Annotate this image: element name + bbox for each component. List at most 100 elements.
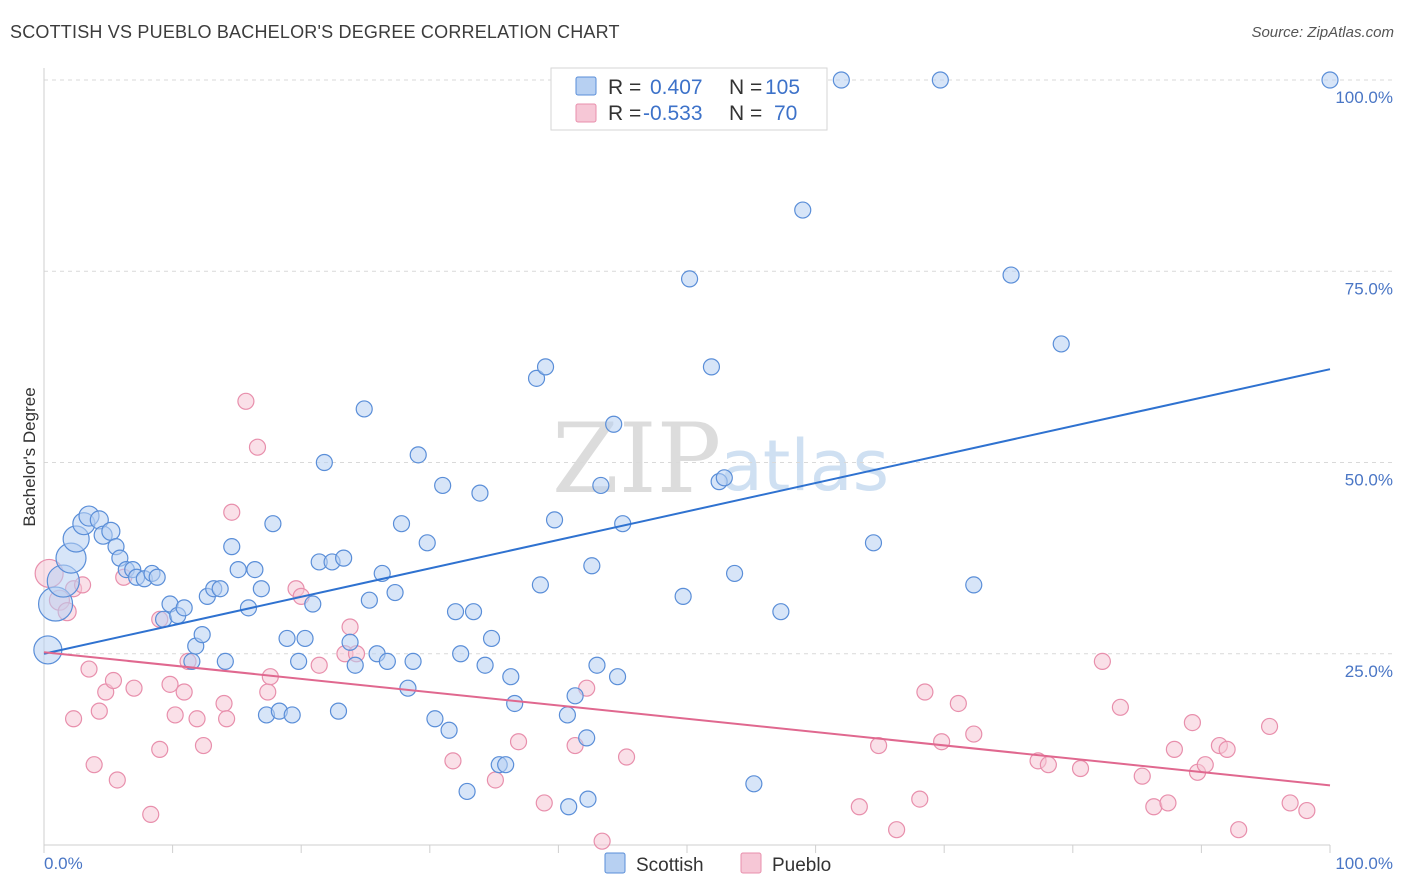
pueblo-point-61 (1183, 713, 1201, 732)
pueblo-point-17 (161, 675, 179, 693)
scottish-point-71 (497, 756, 515, 774)
scottish-point-83 (583, 557, 601, 575)
scottish-point-49 (355, 400, 373, 418)
pueblo-point-8 (90, 702, 108, 720)
scottish-point-55 (392, 515, 411, 533)
scottish-point-30 (229, 560, 247, 579)
pueblo-point-69 (1298, 801, 1316, 820)
scottish-point-96 (772, 603, 790, 621)
pueblo-point-13 (125, 679, 143, 697)
scottish-point-38 (283, 706, 301, 724)
y-tick-label-100: 100.0% (1335, 88, 1393, 107)
scottish-point-61 (434, 476, 452, 495)
pueblo-point-26 (237, 392, 255, 410)
pueblo-point-28 (259, 683, 277, 701)
y-tick-label-50: 50.0% (1345, 471, 1393, 490)
pueblo-point-6 (80, 660, 98, 678)
scottish-points (33, 71, 1339, 816)
bottom-legend-label-scottish[interactable]: Scottish (636, 855, 704, 876)
legend-r-value-scottish: 0.407 (650, 76, 703, 99)
scottish-point-69 (482, 629, 501, 648)
pueblo-point-47 (911, 790, 929, 808)
scottish-point-79 (560, 798, 578, 816)
legend-r-label-scottish: R = (608, 76, 647, 99)
legend-r-label-pueblo: R = (608, 102, 647, 125)
pueblo-point-14 (142, 805, 160, 824)
scottish-point-66 (464, 603, 483, 621)
scottish-point-95 (745, 775, 763, 793)
scottish-point-98 (832, 71, 850, 89)
pueblo-point-49 (933, 733, 951, 751)
pueblo-point-68 (1281, 794, 1299, 812)
scottish-point-90 (680, 270, 699, 288)
scottish-point-103 (1052, 335, 1070, 353)
pueblo-point-58 (1145, 798, 1163, 816)
pueblo-point-32 (310, 656, 328, 674)
pueblo-point-50 (949, 694, 967, 713)
scottish-point-32 (246, 560, 264, 579)
scottish-point-100 (931, 71, 949, 89)
pueblo-point-37 (486, 771, 504, 789)
scottish-point-21 (175, 599, 193, 617)
x-tick-label-max: 100.0% (1335, 854, 1393, 873)
scottish-point-41 (304, 595, 322, 613)
legend-swatch-scottish (575, 76, 597, 96)
correlation-legend: R = 0.407 N = 105 R = -0.533 N = 70 (550, 67, 828, 131)
pueblo-point-34 (341, 618, 359, 636)
pueblo-point-10 (104, 671, 123, 690)
scottish-point-86 (605, 415, 623, 433)
scottish-point-63 (446, 603, 465, 621)
scottish-point-94 (725, 564, 744, 583)
scottish-point-58 (409, 446, 427, 464)
pueblo-point-48 (916, 683, 934, 701)
pueblo-point-24 (218, 710, 236, 728)
scottish-point-33 (252, 580, 270, 598)
scottish-point-81 (578, 729, 596, 747)
scottish-point-87 (608, 668, 627, 686)
watermark-atlas: atlas (720, 425, 889, 507)
bottom-legend-swatch-pueblo[interactable] (740, 852, 762, 874)
pueblo-point-54 (1071, 759, 1090, 778)
legend-n-value-pueblo: 70 (774, 102, 797, 125)
scottish-point-28 (216, 652, 234, 671)
pueblo-point-38 (509, 733, 528, 751)
pueblo-point-46 (888, 821, 906, 839)
pueblo-point-25 (223, 503, 241, 521)
scottish-point-27 (211, 580, 229, 598)
pueblo-point-19 (175, 683, 193, 701)
scottish-point-101 (965, 576, 983, 594)
pueblo-point-36 (444, 752, 462, 770)
legend-box (550, 67, 828, 131)
pueblo-point-51 (965, 725, 983, 743)
y-tick-labels: 25.0% 50.0% 75.0% 100.0% (1335, 88, 1393, 681)
scottish-point-29 (223, 538, 241, 556)
scottish-point-80 (566, 687, 584, 705)
legend-row-scottish: R = 0.407 N = 105 (608, 76, 800, 99)
x-tick-label-min: 0.0% (44, 854, 83, 873)
pueblo-point-4 (64, 710, 83, 728)
bottom-legend-swatch-scottish[interactable] (604, 852, 626, 874)
pueblo-point-44 (850, 798, 868, 816)
scottish-point-85 (592, 476, 610, 495)
scottish-point-45 (329, 702, 348, 720)
pueblo-point-55 (1093, 652, 1111, 671)
scottish-point-50 (360, 591, 378, 609)
legend-r-value-pueblo: -0.533 (643, 102, 703, 125)
scottish-point-24 (193, 626, 211, 644)
scottish-point-53 (378, 652, 396, 671)
scottish-point-89 (674, 587, 692, 605)
y-tick-label-75: 75.0% (1345, 279, 1393, 298)
scottish-point-99 (864, 534, 883, 552)
pueblo-point-66 (1230, 821, 1248, 839)
scottish-point-67 (471, 484, 489, 502)
pueblo-point-22 (194, 736, 213, 755)
scottish-point-17 (148, 568, 166, 586)
scottish-point-65 (458, 782, 476, 801)
scottish-point-57 (404, 652, 422, 671)
bottom-legend-label-pueblo[interactable]: Pueblo (772, 855, 831, 876)
scottish-point-48 (346, 656, 364, 674)
watermark-zip: ZIP (552, 403, 721, 515)
scottish-point-91 (702, 358, 721, 376)
scottish-point-35 (264, 515, 282, 533)
pueblo-point-39 (535, 794, 553, 812)
